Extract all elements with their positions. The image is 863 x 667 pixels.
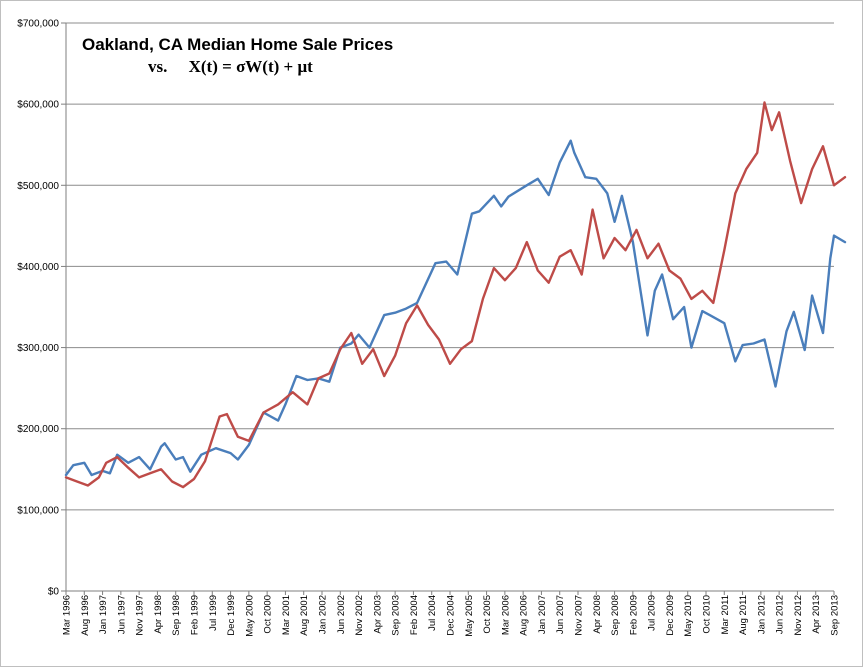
x-tick-label: Aug 2011 [738, 595, 749, 635]
x-tick-label: Sep 2013 [830, 595, 841, 636]
x-tick-label: Feb 2004 [409, 595, 420, 635]
y-tick-label: $500,000 [17, 181, 59, 192]
x-tick-label: Jan 2002 [318, 595, 329, 634]
x-tick-label: Feb 2009 [628, 595, 639, 635]
x-tick-label: Jun 1997 [116, 595, 127, 634]
x-tick-label: Jul 2004 [427, 595, 438, 631]
x-tick-label: Jan 2007 [537, 595, 548, 634]
x-tick-label: Nov 2012 [793, 595, 804, 636]
x-tick-label: Oct 2010 [702, 595, 713, 634]
y-tick-label: $200,000 [17, 424, 59, 435]
x-tick-label: Aug 2006 [519, 595, 530, 636]
x-axis-tick-labels: Mar 1996 Aug 1996 Jan 1997 Jun 1997 Nov 1997… [62, 595, 841, 637]
x-tick-label: May 2010 [683, 595, 694, 637]
chart-title: Oakland, CA Median Home Sale Prices [82, 35, 393, 54]
x-tick-label: Mar 2011 [720, 595, 731, 634]
x-tick-label: Sep 2003 [391, 595, 402, 636]
y-tick-label: $400,000 [17, 262, 59, 273]
x-tick-label: Dec 2009 [665, 595, 676, 636]
x-tick-label: Mar 2006 [500, 595, 511, 635]
x-tick-label: Sep 1998 [171, 595, 182, 636]
x-tick-label: May 2005 [464, 595, 475, 637]
x-tick-label: Oct 2005 [482, 595, 493, 634]
x-tick-label: Sep 2008 [610, 595, 621, 636]
x-tick-label: Jul 1999 [208, 595, 219, 631]
x-tick-label: Nov 2002 [354, 595, 365, 636]
x-tick-label: Mar 2001 [281, 595, 292, 635]
x-tick-label: May 2000 [244, 595, 255, 637]
x-tick-label: Jan 2012 [756, 595, 767, 634]
x-tick-label: Apr 2008 [592, 595, 603, 634]
x-tick-label: Oct 2000 [263, 595, 274, 634]
x-tick-label: Feb 1999 [190, 595, 201, 635]
series-lines [64, 101, 847, 489]
y-tick-label: $100,000 [17, 505, 59, 516]
y-tick-label: $700,000 [17, 19, 59, 30]
y-tick-label: $0 [48, 587, 60, 598]
x-tick-label: Apr 1998 [153, 595, 164, 634]
series-line-1 [64, 139, 847, 477]
x-tick-label: Jun 2012 [775, 595, 786, 634]
x-tick-label: Jul 2009 [647, 595, 658, 631]
x-tick-label: Aug 1996 [80, 595, 91, 636]
x-tick-label: Jan 1997 [98, 595, 109, 634]
y-tick-label: $600,000 [17, 100, 59, 111]
x-tick-label: Nov 2007 [574, 595, 585, 636]
series-line-2 [64, 101, 847, 489]
x-tick-label: Jun 2007 [555, 595, 566, 634]
x-tick-label: Dec 2004 [446, 595, 457, 636]
x-tick-label: Apr 2013 [811, 595, 822, 634]
y-tick-label: $300,000 [17, 343, 59, 354]
x-tick-label: Mar 1996 [62, 595, 73, 635]
x-tick-label: Jun 2002 [336, 595, 347, 634]
x-tick-label: Dec 1999 [226, 595, 237, 636]
x-tick-label: Apr 2003 [372, 595, 383, 634]
y-axis-tick-labels: $0 $100,000 $200,000 $300,000 $400,000 $500,0… [17, 19, 59, 598]
x-tick-label: Nov 1997 [135, 595, 146, 636]
x-tick-label: Aug 2001 [299, 595, 310, 636]
chart-subtitle: vs. X(t) = σW(t) + μt [148, 57, 313, 76]
